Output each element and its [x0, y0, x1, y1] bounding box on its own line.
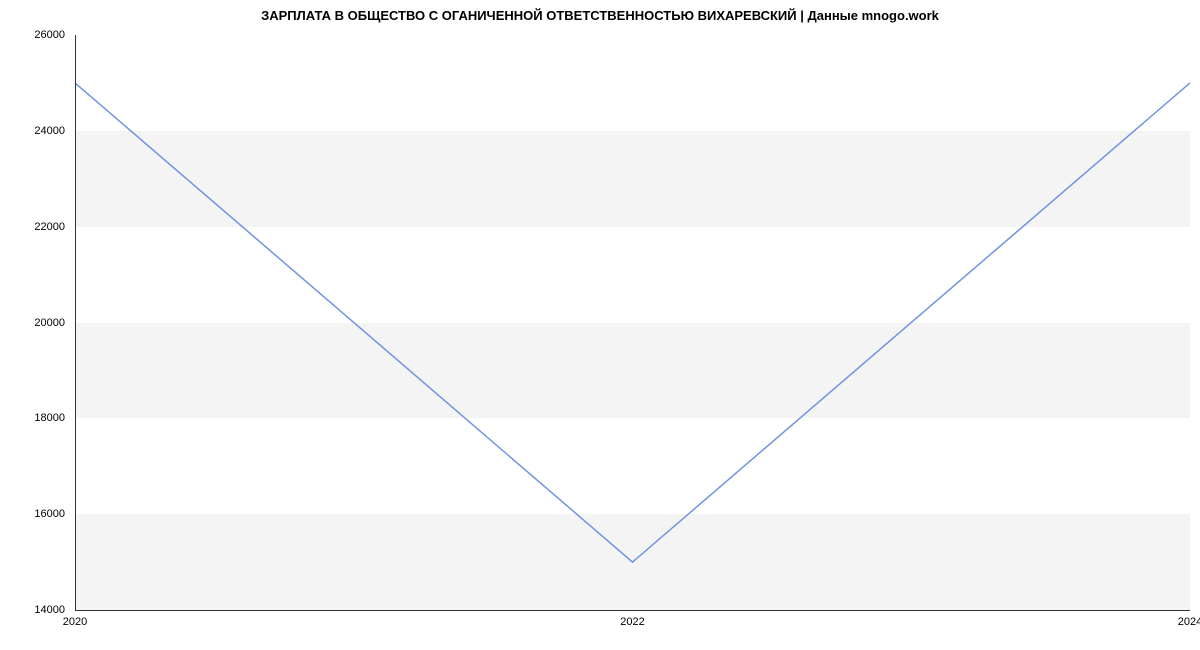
x-axis-line: [75, 610, 1190, 611]
y-tick-label: 20000: [0, 317, 65, 329]
x-tick-label: 2022: [620, 616, 644, 628]
y-tick-label: 24000: [0, 125, 65, 137]
y-axis-line: [75, 35, 76, 610]
y-tick-label: 16000: [0, 508, 65, 520]
x-tick-label: 2020: [63, 616, 87, 628]
data-line: [75, 83, 1190, 562]
chart-title: ЗАРПЛАТА В ОБЩЕСТВО С ОГАНИЧЕННОЙ ОТВЕТС…: [0, 8, 1200, 23]
y-tick-label: 26000: [0, 29, 65, 41]
x-tick-label: 2024: [1178, 616, 1200, 628]
y-tick-label: 22000: [0, 221, 65, 233]
y-tick-label: 18000: [0, 412, 65, 424]
plot-area: [75, 35, 1190, 610]
y-tick-label: 14000: [0, 604, 65, 616]
line-layer: [75, 35, 1190, 610]
